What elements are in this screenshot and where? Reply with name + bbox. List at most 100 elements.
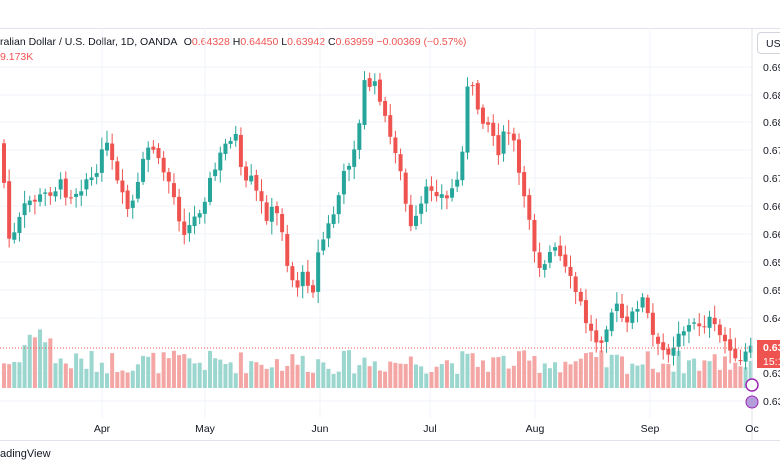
candle-body (228, 140, 233, 144)
symbol-legend: ralian Dollar / U.S. Dollar, 1D, OANDA O… (0, 36, 466, 48)
candle-body (620, 303, 624, 319)
candle-body (105, 142, 109, 151)
volume-bar (99, 362, 104, 388)
volume-bar (254, 362, 259, 388)
toolbar-divider (0, 28, 780, 29)
candle-body (439, 194, 444, 198)
volume-bar (609, 354, 614, 388)
volume-bar (414, 364, 418, 388)
volume-bar (522, 350, 527, 388)
candle-body (115, 161, 120, 181)
volume-bar (110, 353, 115, 388)
volume-bar (702, 360, 707, 388)
volume-bar (511, 365, 516, 388)
volume-bar (89, 351, 94, 388)
volume-bar (357, 365, 362, 388)
candle-body (527, 195, 532, 220)
volume-bar (197, 362, 202, 388)
volume-bar (578, 358, 583, 388)
tradingview-logo[interactable]: adingView (0, 448, 51, 460)
candle-body (244, 166, 249, 181)
candle-body (146, 147, 151, 160)
volume-bar (532, 355, 537, 388)
candle-body (218, 152, 223, 171)
candle-body (367, 78, 372, 87)
volume-bar (125, 372, 130, 388)
candle-body (532, 220, 537, 252)
volume-bar (465, 353, 470, 388)
candle-body (676, 333, 681, 347)
volume-bar (671, 371, 676, 388)
candle-body (686, 325, 691, 332)
candle-body (238, 134, 243, 167)
candle-body (568, 266, 573, 276)
volume-bar (475, 366, 480, 388)
volume-bar (347, 350, 352, 388)
volume-bar (501, 355, 506, 388)
volume-bar (527, 360, 532, 388)
candle-body (501, 131, 506, 154)
candle-body (357, 123, 362, 150)
close-value: 0.63959 (335, 36, 374, 48)
candle-body (728, 339, 733, 351)
volume-bar (635, 365, 640, 388)
volume-bar (517, 351, 521, 388)
volume-bar (367, 366, 372, 388)
volume-bar (38, 329, 43, 388)
currency-button[interactable]: USD (757, 32, 780, 54)
volume-bar (27, 334, 32, 388)
candle-body (43, 192, 48, 194)
volume-bar (274, 359, 279, 388)
volume-bar (480, 360, 485, 388)
x-tick-label: Jul (423, 423, 436, 435)
volume-bar (352, 373, 357, 388)
volume-bar (135, 364, 140, 388)
candle-body (347, 165, 352, 170)
candle-body (542, 264, 547, 270)
candle-body (650, 312, 655, 335)
volume-bar (182, 354, 187, 388)
volume-bar (295, 364, 300, 388)
candle-body (460, 151, 465, 181)
y-tick-label: 0.64 (763, 313, 780, 325)
event-marker-icon (745, 378, 759, 392)
candle-body (12, 232, 17, 240)
candle-body (305, 271, 310, 286)
candle-body (125, 190, 130, 209)
change-value: −0.00369 (−0.57%) (376, 36, 467, 48)
volume-bar (738, 366, 743, 388)
candle-body (331, 214, 336, 224)
volume-bar (218, 359, 223, 388)
volume-bar (2, 363, 6, 388)
volume-bar (573, 361, 578, 388)
volume-bar (316, 359, 321, 388)
volume-bar (542, 363, 547, 388)
candle-body (316, 252, 321, 292)
candle-body (656, 336, 661, 344)
volume-bar (583, 353, 588, 388)
y-tick-label: 0.67 (763, 145, 780, 157)
volume-bar (424, 373, 429, 388)
candle-body (166, 172, 171, 182)
volume-bar (377, 370, 382, 388)
volume-bar (305, 371, 310, 388)
candle-body (120, 180, 125, 193)
candle-body (362, 80, 367, 125)
volume-bar (558, 372, 563, 388)
candle-body (589, 323, 594, 331)
volume-bar (130, 370, 135, 388)
volume-bar (470, 353, 475, 388)
volume-bar (244, 373, 249, 388)
candle-body (197, 213, 202, 218)
candle-body (630, 311, 635, 323)
candle-body (290, 266, 295, 281)
candle-body (295, 280, 300, 288)
price-chart[interactable]: 0.69 0.68 0.68 0.67 0.67 0.66 0.66 0.65 0.65 0.64… (0, 0, 780, 440)
volume-bar (388, 361, 393, 388)
volume-bar (676, 350, 681, 388)
candle-body (79, 191, 84, 196)
candle-body (692, 322, 697, 324)
candle-body (697, 323, 702, 327)
volume-bar (681, 373, 686, 388)
